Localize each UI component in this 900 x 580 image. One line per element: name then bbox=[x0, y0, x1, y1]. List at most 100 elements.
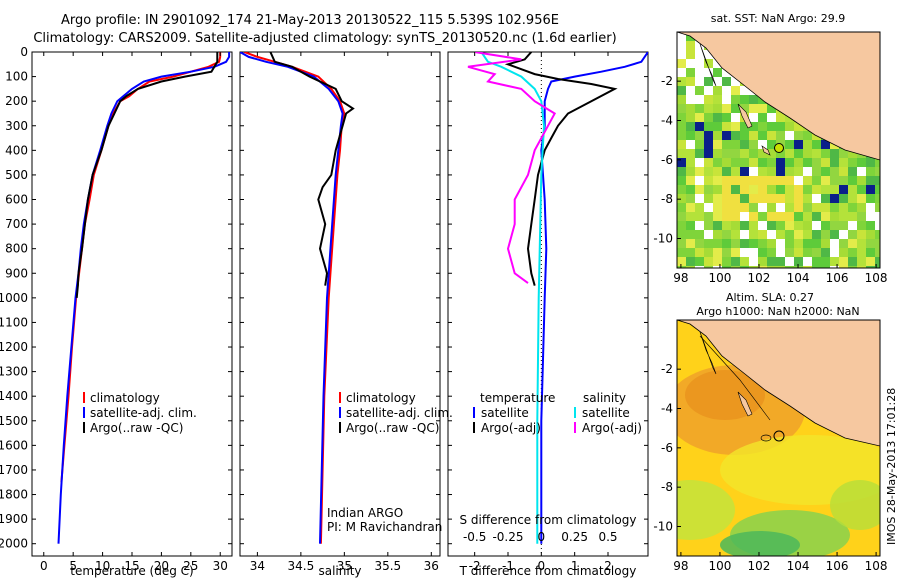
sst-cell bbox=[875, 230, 880, 239]
sst-cell bbox=[758, 257, 767, 266]
sst-cell bbox=[866, 158, 875, 167]
sst-cell bbox=[749, 113, 758, 122]
sst-cell bbox=[857, 158, 866, 167]
sst-cell bbox=[839, 266, 848, 268]
sst-cell bbox=[677, 131, 686, 140]
sst-cell bbox=[839, 257, 848, 266]
sst-cell bbox=[686, 203, 695, 212]
difference-panel-frame bbox=[447, 51, 649, 557]
sst-cell bbox=[875, 167, 880, 176]
depth-tick-label: 1100 bbox=[0, 315, 28, 329]
sst-cell bbox=[776, 221, 785, 230]
sst-cell bbox=[812, 158, 821, 167]
island bbox=[737, 391, 753, 417]
map-y-tick-label: -6 bbox=[661, 153, 673, 167]
sst-cell bbox=[731, 194, 740, 203]
sla-map-title: Altim. SLA: 0.27 bbox=[726, 291, 814, 304]
sst-cell bbox=[839, 221, 848, 230]
legend-t-argo-label: Argo(-adj) bbox=[481, 421, 541, 435]
sst-cell bbox=[713, 257, 722, 266]
legend-t-satellite-label: satellite bbox=[481, 406, 529, 420]
sst-cell bbox=[749, 230, 758, 239]
sst-cell bbox=[758, 203, 767, 212]
sst-cell bbox=[740, 248, 749, 257]
sst-cell bbox=[785, 266, 794, 268]
sst-cell bbox=[812, 230, 821, 239]
sst-cell bbox=[686, 95, 695, 104]
sla-map-axes: 98 100 102 104 106 108 -2 -4 -6 -8 -10 bbox=[653, 362, 887, 573]
x-tick-label: 30 bbox=[213, 559, 228, 573]
sst-cell bbox=[722, 86, 731, 95]
sst-cell bbox=[848, 158, 857, 167]
sst-cell bbox=[848, 257, 857, 266]
sst-cell bbox=[695, 59, 704, 68]
sst-cell bbox=[821, 257, 830, 266]
sst-cell bbox=[722, 248, 731, 257]
sst-cell bbox=[677, 203, 686, 212]
sst-cell bbox=[740, 95, 749, 104]
sst-cell bbox=[785, 203, 794, 212]
sst-cell bbox=[704, 113, 713, 122]
map-y-tick-label: -10 bbox=[653, 520, 673, 534]
sst-cell bbox=[830, 176, 839, 185]
sst-cell bbox=[731, 104, 740, 113]
sst-cell bbox=[866, 257, 875, 266]
sst-cell bbox=[803, 140, 812, 149]
sst-cell bbox=[839, 203, 848, 212]
island bbox=[699, 43, 717, 87]
sst-cell bbox=[857, 239, 866, 248]
x-tick-label: 1 bbox=[571, 559, 579, 573]
series-line-s-satellite bbox=[480, 52, 546, 544]
sst-cell bbox=[785, 140, 794, 149]
sst-cell bbox=[848, 176, 857, 185]
sst-cell bbox=[713, 167, 722, 176]
sst-cell bbox=[722, 221, 731, 230]
sst-cell bbox=[785, 239, 794, 248]
sst-cell bbox=[821, 185, 830, 194]
sst-cell bbox=[848, 203, 857, 212]
salinity-panel-frame bbox=[239, 51, 441, 557]
sst-cell bbox=[812, 185, 821, 194]
sst-cell bbox=[722, 194, 731, 203]
depth-tick-label: 0 bbox=[20, 45, 28, 59]
sst-cell bbox=[839, 194, 848, 203]
sst-cell bbox=[776, 113, 785, 122]
x-tick-label: 34.5 bbox=[288, 559, 315, 573]
sst-cell bbox=[776, 131, 785, 140]
sst-cell bbox=[776, 185, 785, 194]
sst-cell bbox=[713, 149, 722, 158]
sst-cell bbox=[812, 140, 821, 149]
sst-cell bbox=[677, 41, 686, 50]
sst-cell bbox=[821, 248, 830, 257]
sst-cell bbox=[722, 68, 731, 77]
sst-cell bbox=[749, 176, 758, 185]
sst-cell bbox=[695, 203, 704, 212]
sst-cell bbox=[713, 230, 722, 239]
sst-cell bbox=[713, 68, 722, 77]
sst-cell bbox=[803, 176, 812, 185]
sst-cell bbox=[695, 257, 704, 266]
sst-cell bbox=[713, 221, 722, 230]
sst-cell bbox=[740, 266, 749, 268]
sst-cell bbox=[839, 158, 848, 167]
sst-cell bbox=[749, 158, 758, 167]
sst-cell bbox=[749, 239, 758, 248]
sst-cell bbox=[875, 203, 880, 212]
annotation-pi: PI: M Ravichandran bbox=[327, 520, 442, 534]
sst-cell bbox=[695, 113, 704, 122]
sst-cell bbox=[695, 122, 704, 131]
x-tick-top-label: 0 bbox=[538, 530, 546, 544]
sst-cell bbox=[803, 131, 812, 140]
sst-cell bbox=[731, 212, 740, 221]
sst-cell bbox=[704, 149, 713, 158]
legend-satellite-label: satellite-adj. clim. bbox=[90, 406, 197, 420]
sst-cell bbox=[677, 122, 686, 131]
sst-cell bbox=[803, 185, 812, 194]
sst-cell bbox=[749, 212, 758, 221]
depth-tick-label: 1000 bbox=[0, 291, 28, 305]
sla-lowest-region bbox=[720, 531, 800, 556]
sst-cell bbox=[713, 248, 722, 257]
sst-cell bbox=[821, 158, 830, 167]
sst-cell bbox=[830, 149, 839, 158]
